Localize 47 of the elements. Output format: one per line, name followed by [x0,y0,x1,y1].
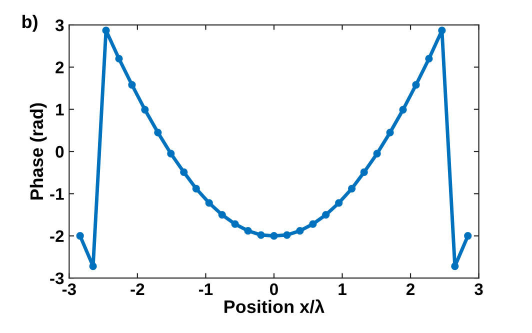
point [244,226,252,235]
y-tick-label: 1 [56,104,64,116]
point [102,26,110,34]
point [373,150,381,158]
point [283,231,291,239]
x-tick-label: 1 [338,284,346,295]
point [192,184,200,192]
point [464,232,472,240]
point [309,220,317,228]
point [141,106,149,114]
point [218,210,226,219]
point [412,81,420,89]
point [89,262,97,270]
point [180,168,188,176]
point [322,210,330,219]
point [205,199,213,207]
point [425,54,433,63]
y-tick-label: 0 [56,146,64,158]
point [386,128,394,136]
point [115,54,123,63]
x-tick-label: 2 [406,283,414,295]
y-tick-label: -1 [50,188,64,200]
point [348,184,356,192]
point [231,220,239,228]
text: b) [22,14,38,32]
x-axis-title: Position x/λ [224,299,324,314]
point [154,128,162,136]
y-tick-label: 3 [55,19,64,32]
point [270,232,278,240]
point [451,262,459,270]
y-tick-label: -2 [50,230,64,242]
point [438,26,446,34]
point [257,231,265,239]
point [76,232,84,240]
point [360,168,368,176]
y-tick-label: 2 [56,62,64,74]
point [167,150,175,158]
y-axis-title: Phase (rad) [30,103,47,200]
x-tick-label: 0 [270,283,278,296]
point [335,199,343,207]
point [128,81,136,89]
x-tick-label: 3 [474,283,483,296]
y-tick-label: -3 [50,272,64,284]
x-tick-label: -2 [130,283,144,295]
point [296,226,304,235]
point [399,106,407,114]
x-tick-label: -1 [198,284,213,295]
